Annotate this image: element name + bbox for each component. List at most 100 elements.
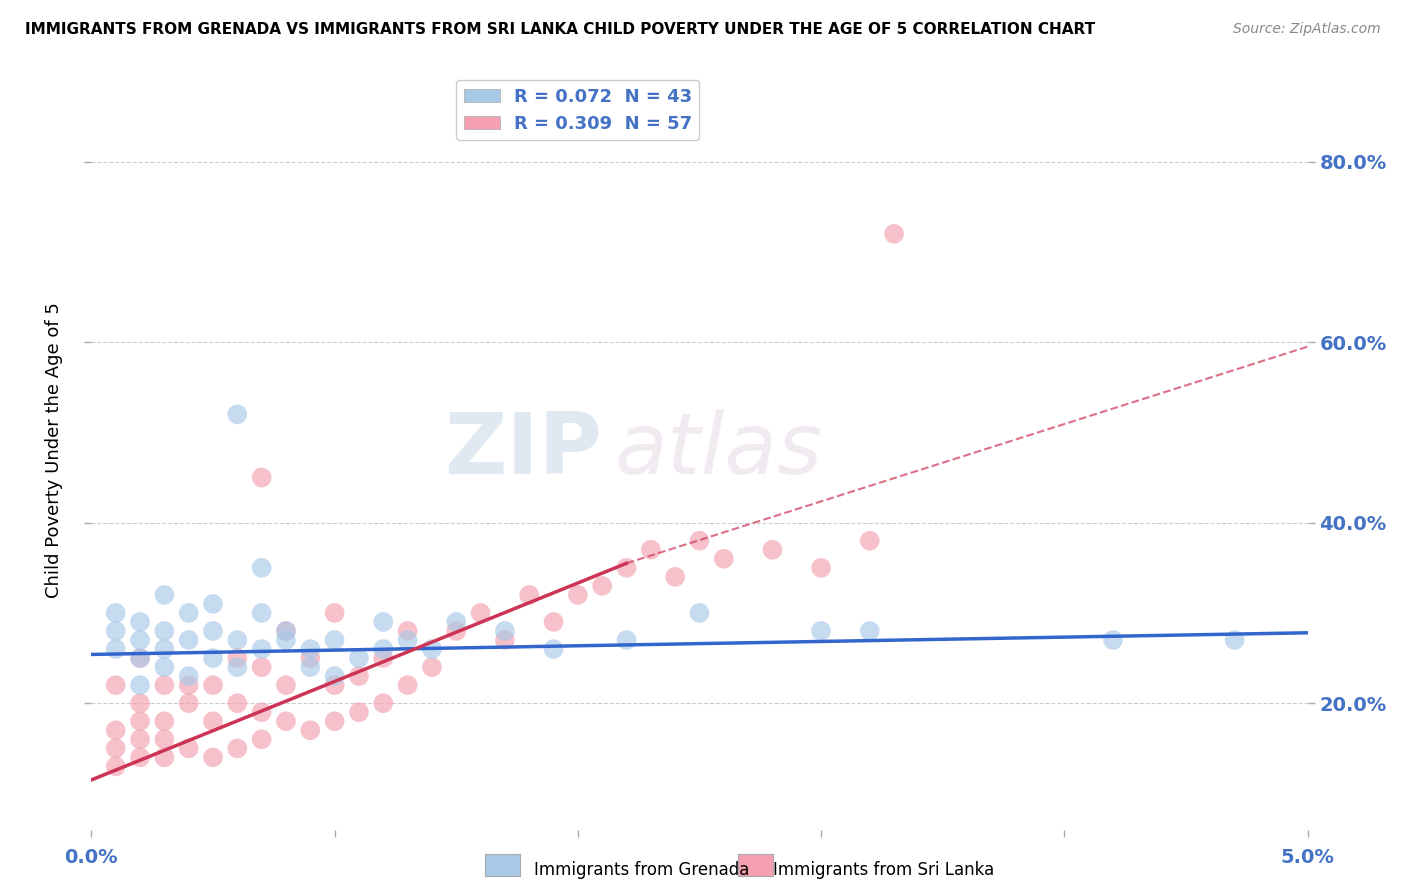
- Legend: R = 0.072  N = 43, R = 0.309  N = 57: R = 0.072 N = 43, R = 0.309 N = 57: [457, 80, 699, 140]
- Point: [129, 714, 152, 729]
- Point: [323, 714, 346, 729]
- Point: [274, 678, 297, 692]
- Text: Immigrants from Sri Lanka: Immigrants from Sri Lanka: [773, 861, 994, 879]
- Point: [250, 561, 273, 575]
- Point: [373, 651, 395, 665]
- Point: [250, 642, 273, 657]
- Point: [347, 705, 370, 719]
- Point: [153, 588, 176, 602]
- Point: [177, 669, 200, 683]
- Point: [420, 660, 443, 674]
- Point: [420, 642, 443, 657]
- Point: [591, 579, 613, 593]
- Point: [347, 669, 370, 683]
- Point: [396, 633, 419, 648]
- Point: [153, 750, 176, 764]
- Point: [640, 542, 662, 557]
- Point: [616, 561, 638, 575]
- Point: [177, 633, 200, 648]
- Point: [664, 570, 686, 584]
- Point: [810, 624, 832, 638]
- Point: [396, 624, 419, 638]
- Point: [250, 732, 273, 747]
- Point: [226, 660, 249, 674]
- Point: [1102, 633, 1125, 648]
- Point: [250, 705, 273, 719]
- Point: [713, 551, 735, 566]
- Point: [859, 533, 882, 548]
- Point: [494, 633, 516, 648]
- Point: [153, 732, 176, 747]
- Point: [250, 606, 273, 620]
- Point: [859, 624, 882, 638]
- Point: [153, 624, 176, 638]
- Y-axis label: Child Poverty Under the Age of 5: Child Poverty Under the Age of 5: [45, 302, 63, 599]
- Text: Immigrants from Grenada: Immigrants from Grenada: [534, 861, 749, 879]
- Point: [104, 741, 127, 756]
- Point: [883, 227, 905, 241]
- Point: [274, 624, 297, 638]
- Point: [177, 678, 200, 692]
- Point: [104, 678, 127, 692]
- Point: [153, 714, 176, 729]
- Text: ZIP: ZIP: [444, 409, 602, 492]
- Point: [299, 723, 322, 738]
- Point: [177, 741, 200, 756]
- Point: [202, 714, 225, 729]
- Point: [153, 678, 176, 692]
- Point: [323, 633, 346, 648]
- Text: Source: ZipAtlas.com: Source: ZipAtlas.com: [1233, 22, 1381, 37]
- Point: [274, 714, 297, 729]
- Point: [104, 606, 127, 620]
- Point: [202, 750, 225, 764]
- Point: [347, 651, 370, 665]
- Point: [470, 606, 492, 620]
- Point: [810, 561, 832, 575]
- Point: [688, 533, 710, 548]
- Point: [129, 750, 152, 764]
- Point: [616, 633, 638, 648]
- Point: [202, 678, 225, 692]
- Point: [250, 660, 273, 674]
- Point: [104, 642, 127, 657]
- Point: [226, 408, 249, 422]
- Point: [323, 669, 346, 683]
- Point: [104, 723, 127, 738]
- Point: [129, 633, 152, 648]
- Point: [543, 615, 565, 629]
- Point: [1223, 633, 1246, 648]
- Point: [444, 615, 467, 629]
- Point: [104, 759, 127, 773]
- Point: [373, 615, 395, 629]
- Point: [202, 651, 225, 665]
- Point: [543, 642, 565, 657]
- Point: [323, 606, 346, 620]
- Point: [202, 624, 225, 638]
- Point: [444, 624, 467, 638]
- Point: [129, 651, 152, 665]
- Point: [688, 606, 710, 620]
- Point: [299, 660, 322, 674]
- Point: [129, 678, 152, 692]
- Point: [299, 651, 322, 665]
- Text: atlas: atlas: [614, 409, 823, 492]
- Point: [129, 651, 152, 665]
- Point: [274, 624, 297, 638]
- Point: [299, 642, 322, 657]
- Point: [153, 660, 176, 674]
- Point: [177, 606, 200, 620]
- Point: [517, 588, 540, 602]
- Point: [761, 542, 783, 557]
- Point: [129, 732, 152, 747]
- Point: [323, 678, 346, 692]
- Point: [153, 642, 176, 657]
- Point: [373, 696, 395, 710]
- Point: [202, 597, 225, 611]
- Point: [494, 624, 516, 638]
- Point: [396, 678, 419, 692]
- Point: [129, 696, 152, 710]
- Point: [129, 615, 152, 629]
- Point: [274, 633, 297, 648]
- Point: [373, 642, 395, 657]
- Point: [226, 696, 249, 710]
